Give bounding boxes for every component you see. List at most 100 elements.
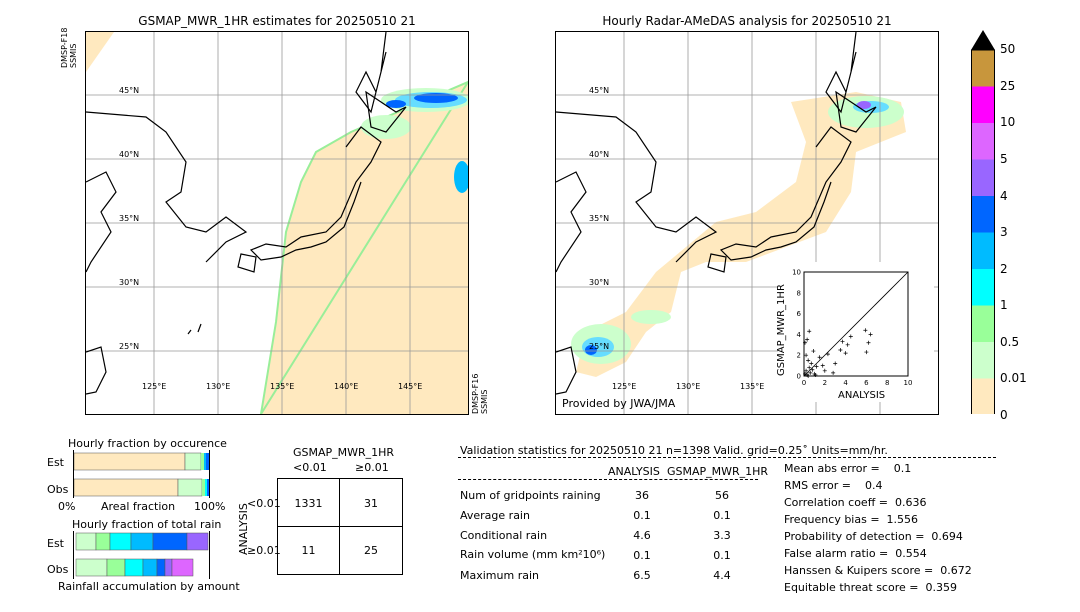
validation-row-analysis: 36	[635, 489, 649, 502]
scatter-ytick: 8	[797, 289, 801, 297]
validation-row-label: Num of gridpoints raining	[460, 489, 601, 502]
scatter-xtick: 6	[864, 379, 869, 387]
scatter-xtick: 2	[823, 379, 827, 387]
validation-row-gsmap: 3.3	[713, 529, 731, 542]
scatter-point	[833, 361, 838, 366]
cb-label-5: 5	[1000, 152, 1008, 166]
tot-obs-label: Obs	[47, 563, 69, 576]
contingency-c: 11	[301, 544, 316, 557]
colorbar-canvas	[971, 30, 995, 416]
score-far: False alarm ratio = 0.554	[784, 547, 927, 560]
scatter-point	[803, 340, 808, 345]
tot-est-label: Est	[47, 537, 64, 550]
validation-row-gsmap: 4.4	[713, 569, 731, 582]
cb-label-4: 4	[1000, 189, 1008, 203]
axis-mid-label: Areal fraction	[101, 500, 176, 513]
right-lat-35: 35°N	[589, 214, 610, 223]
right-map: 45°N 40°N 35°N 30°N 25°N 125°E 130°E 135…	[555, 31, 939, 415]
colorbar-segment	[971, 232, 995, 269]
score-rmse: RMS error = 0.4	[784, 479, 883, 492]
scatter-point	[804, 353, 809, 358]
radar-credit: Provided by JWA/JMA	[562, 397, 676, 410]
scatter-diagonal	[803, 271, 909, 377]
scatter-point	[825, 352, 830, 357]
validation-row-label: Rain volume (mm km²10⁶)	[460, 548, 606, 561]
scatter-ylabel: GSMAP_MWR_1HR	[776, 284, 787, 376]
cb-label-1: 1	[1000, 298, 1008, 312]
contingency-row-ge: ≥0.01	[247, 544, 281, 557]
scatter-ytick: 6	[797, 310, 802, 318]
occ-est-label: Est	[47, 456, 64, 469]
score-pod: Probability of detection = 0.694	[784, 530, 963, 543]
right-lon-135: 135°E	[740, 382, 765, 391]
contingency-col-lt: <0.01	[293, 461, 327, 474]
axis-right-100: 100%	[194, 500, 226, 513]
scatter-xtick: 4	[843, 379, 848, 387]
validation-row-gsmap: 56	[715, 489, 729, 502]
validation-row-label: Conditional rain	[460, 529, 548, 542]
scatter-point	[810, 367, 815, 372]
scatter-point	[864, 350, 869, 355]
right-lat-45: 45°N	[589, 86, 610, 95]
scatter-ytick: 0	[797, 373, 801, 381]
scatter-xtick: 8	[885, 379, 889, 387]
scatter-xtick: 10	[904, 379, 913, 387]
cb-label-10: 10	[1000, 115, 1016, 129]
scatter-point	[804, 368, 809, 373]
left-rain-north-core	[414, 93, 458, 103]
colorbar-segment	[971, 269, 995, 306]
scatter-point	[868, 332, 873, 337]
left-lat-30: 30°N	[119, 278, 140, 287]
scatter-inset: 0 0 2 2 4 4 6 6 8 8 10 10 GSMAP_MWR_1HR ANALYSIS	[776, 262, 934, 402]
left-lat-45: 45°N	[119, 86, 140, 95]
right-map-title: Hourly Radar-AMeDAS analysis for 2025051…	[602, 14, 892, 28]
scatter-point	[848, 334, 853, 339]
validation-divider-cols	[458, 479, 758, 480]
scatter-point	[817, 355, 822, 360]
contingency-a: 1331	[294, 497, 323, 510]
occurrence-bar-canvas	[73, 452, 209, 497]
cb-label-0.5: 0.5	[1000, 335, 1020, 349]
left-rain-east	[454, 161, 468, 193]
scatter-point	[803, 371, 808, 376]
colorbar-segment	[971, 342, 995, 379]
contingency-row-lt: <0.01	[247, 497, 281, 510]
scatter-point	[813, 372, 818, 377]
axis-left-0: 0%	[58, 500, 76, 513]
colorbar-segment	[971, 378, 995, 415]
cb-label-2: 2	[1000, 262, 1008, 276]
validation-row-label: Average rain	[460, 509, 530, 522]
occ-obs-label: Obs	[47, 483, 69, 496]
left-rain-north-cell	[386, 100, 406, 108]
cb-label-0.01: 0.01	[1000, 371, 1027, 385]
left-lat-40: 40°N	[119, 150, 140, 159]
right-lat-40: 40°N	[589, 150, 610, 159]
colorbar-segment	[971, 159, 995, 196]
left-lon-145: 145°E	[398, 382, 423, 391]
total-rain-title: Hourly fraction of total rain	[72, 518, 222, 531]
scatter-point	[866, 340, 871, 345]
scatter-ytick: 4	[797, 331, 802, 339]
scatter-point	[863, 328, 868, 333]
rain-accumulation-caption: Rainfall accumulation by amount	[58, 580, 240, 593]
score-ets: Equitable threat score = 0.359	[784, 581, 957, 594]
scatter-plot: 00 2 2 4 4 6 6 8 8 10 10	[792, 269, 913, 388]
validation-col-gsmap: GSMAP_MWR_1HR	[667, 465, 769, 478]
left-graticule	[86, 32, 468, 414]
right-lat-30: 30°N	[589, 278, 610, 287]
scatter-point	[807, 329, 812, 334]
validation-header: Validation statistics for 20250510 21 n=…	[460, 444, 888, 457]
total-bar-canvas	[75, 532, 209, 577]
left-lon-135: 135°E	[270, 382, 295, 391]
left-coastlines	[86, 32, 407, 395]
score-frequency-bias: Frequency bias = 1.556	[784, 513, 919, 526]
validation-row-gsmap: 0.1	[713, 509, 731, 522]
right-graticule	[556, 32, 938, 414]
validation-row-label: Maximum rain	[460, 569, 539, 582]
scatter-point	[838, 348, 843, 352]
colorbar	[971, 30, 995, 416]
cb-label-0: 0	[1000, 408, 1008, 422]
scatter-point	[814, 364, 819, 369]
occurrence-title: Hourly fraction by occurence	[68, 437, 227, 450]
cb-label-25: 25	[1000, 79, 1016, 93]
